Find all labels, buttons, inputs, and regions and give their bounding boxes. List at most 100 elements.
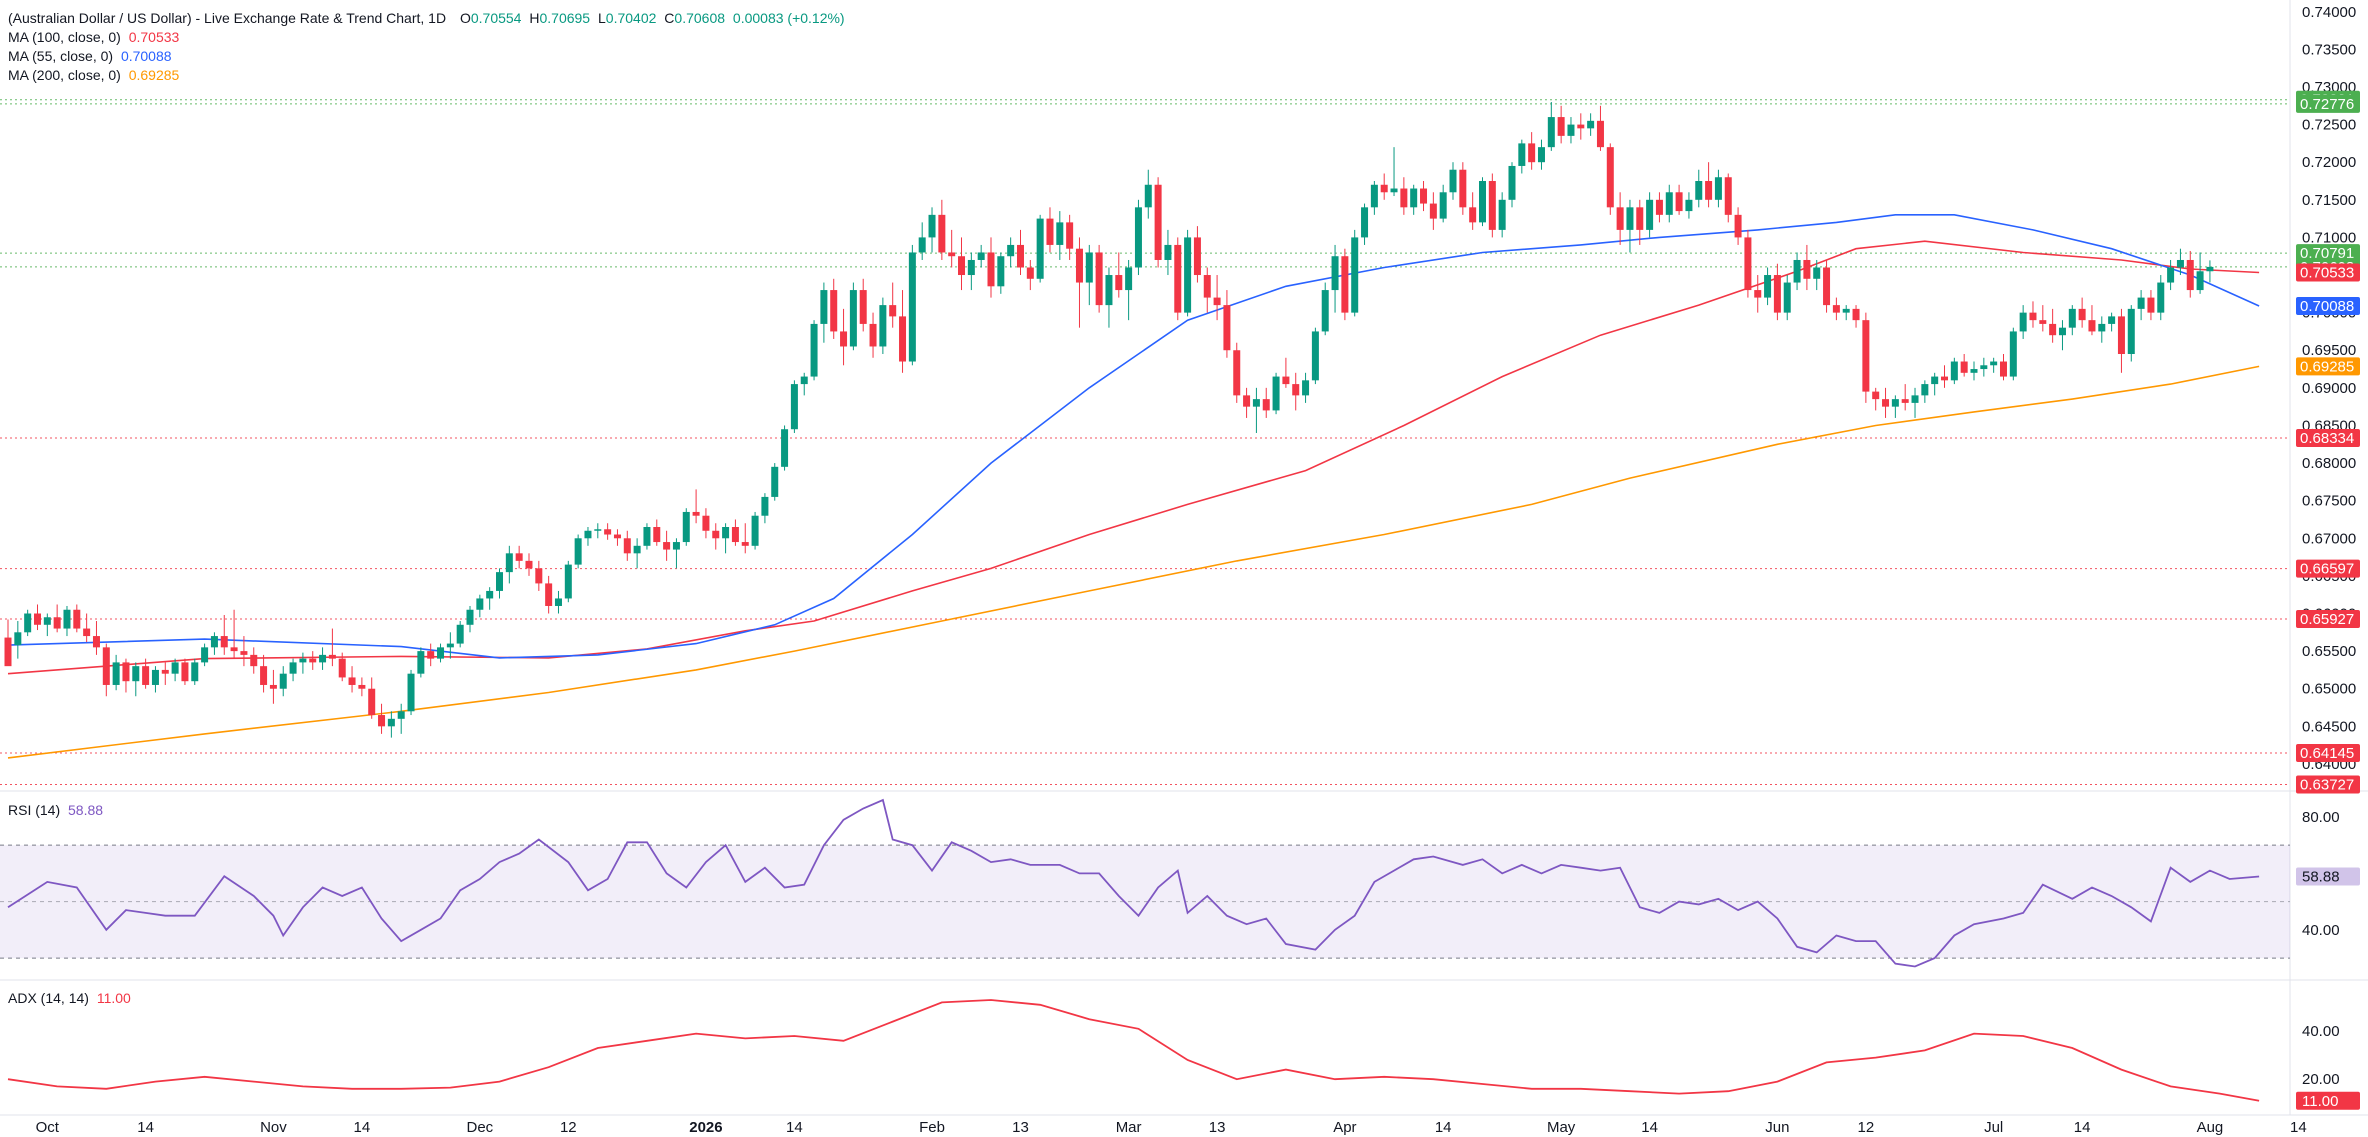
candle-body [574, 538, 582, 565]
candle-body [73, 609, 81, 629]
price-tick-label: 0.72000 [2302, 154, 2356, 171]
candle-body [53, 617, 61, 629]
candle-body [1449, 169, 1457, 193]
candle-body [1596, 120, 1604, 148]
candle-body [1488, 181, 1496, 230]
candle-body [2009, 331, 2017, 377]
candle-body [4, 637, 12, 667]
candle-body [1144, 184, 1152, 208]
candle-body [1066, 222, 1074, 249]
price-tag [2296, 744, 2360, 763]
candle-body [220, 636, 228, 648]
price-tag-label: 0.65927 [2300, 611, 2354, 628]
candle-body [2088, 320, 2096, 332]
candle-body [663, 542, 671, 550]
candle-body [515, 553, 523, 561]
candle-body [1410, 188, 1418, 208]
candle-body [958, 256, 966, 276]
ma100-legend[interactable]: MA (100, close, 0) 0.70533 [8, 29, 179, 45]
candle-body [977, 252, 985, 260]
candle-body [250, 654, 258, 667]
candle-body [161, 669, 169, 674]
candle-body [1931, 376, 1939, 385]
candle-body [1616, 207, 1624, 230]
rsi-legend-label: RSI (14) [8, 802, 61, 818]
candle-body [1734, 214, 1742, 238]
candle-body [1036, 218, 1044, 279]
candle-body [1400, 188, 1408, 208]
candle-body [1793, 259, 1801, 283]
rsi-legend-value: 58.88 [68, 802, 104, 818]
time-axis-label: 14 [1435, 1119, 1452, 1136]
time-axis-label: 14 [354, 1119, 371, 1136]
price-tag [2296, 428, 2360, 447]
candle-body [1459, 169, 1467, 208]
candle-body [653, 527, 661, 543]
candle-body [722, 527, 730, 539]
candle-body [623, 538, 631, 554]
candle-body [879, 305, 887, 347]
candle-body [2196, 271, 2204, 291]
time-axis-label: 12 [1858, 1119, 1875, 1136]
ma100-line [7, 240, 2260, 675]
candle-body [564, 564, 572, 599]
candle-body [1174, 244, 1182, 313]
price-tick-label: 0.65000 [2302, 681, 2356, 698]
candle-body [2019, 312, 2027, 332]
candle-body [407, 673, 415, 712]
candle-body [1695, 181, 1703, 200]
price-tag [2296, 263, 2360, 282]
adx-value-tag [2296, 1091, 2360, 1110]
candle-body [1803, 259, 1811, 279]
price-tick-label: 0.69500 [2302, 342, 2356, 359]
price-tag-label: 0.68334 [2300, 430, 2354, 447]
candle-body [2058, 327, 2066, 336]
candle-body [132, 666, 140, 682]
time-axis-label: Oct [36, 1119, 60, 1136]
candle-body [1469, 207, 1477, 223]
candle-body [456, 624, 464, 644]
rsi-line [7, 798, 2260, 968]
candle-body [476, 598, 484, 610]
candle-body [899, 316, 907, 362]
candle-body [2157, 282, 2165, 313]
candle-body [43, 617, 51, 625]
candle-body [1361, 207, 1369, 238]
price-tick-label: 0.72500 [2302, 117, 2356, 134]
candle-body [928, 214, 936, 238]
candle-body [279, 673, 287, 689]
time-axis-label: Dec [466, 1119, 493, 1136]
price-tag [2296, 94, 2360, 113]
candle-body [1351, 237, 1359, 313]
candle-body [1547, 117, 1555, 148]
candle-body [1950, 361, 1958, 381]
candle-body [840, 331, 848, 347]
candle-body [1882, 399, 1890, 407]
open-value: 0.70554 [470, 10, 522, 26]
candle-body [1075, 248, 1083, 283]
candle-body [1744, 237, 1752, 291]
time-axis-label: 14 [1641, 1119, 1658, 1136]
candle-body [417, 651, 425, 674]
ma200-legend-label: MA (200, close, 0) [8, 67, 121, 83]
candle-body [1636, 207, 1644, 230]
candle-body [1862, 320, 1870, 392]
rsi-legend[interactable]: RSI (14) 58.88 [8, 802, 103, 818]
ma55-legend[interactable]: MA (55, close, 0) 0.70088 [8, 48, 172, 64]
candle-body [604, 529, 612, 535]
candle-body [1479, 181, 1486, 223]
price-tag [2296, 775, 2360, 794]
candle-body [1685, 199, 1693, 212]
adx-value-tag-label: 11.00 [2302, 1093, 2338, 1110]
adx-legend[interactable]: ADX (14, 14) 11.00 [8, 990, 131, 1006]
candle-body [2147, 297, 2155, 313]
candle-body [613, 534, 621, 539]
candle-body [2049, 323, 2057, 336]
rsi-value-tag [2296, 867, 2360, 886]
candle-body [319, 654, 327, 663]
candle-body [1085, 252, 1093, 283]
candle-body [1223, 305, 1231, 351]
candle-body [643, 527, 651, 546]
ma200-legend[interactable]: MA (200, close, 0) 0.69285 [8, 67, 179, 83]
